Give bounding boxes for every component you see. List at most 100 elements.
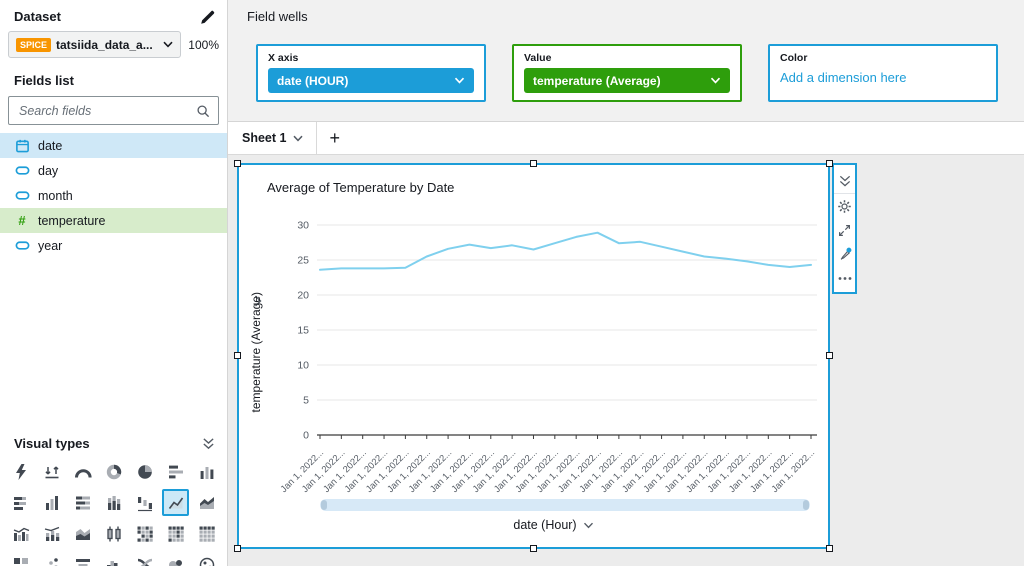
visual-type-combo-stacked-bar-icon[interactable] bbox=[38, 520, 65, 547]
x-axis-scrollbar[interactable] bbox=[320, 499, 810, 511]
well-label: Value bbox=[524, 52, 552, 64]
fields-list-label: Fields list bbox=[14, 73, 74, 88]
collapse-visual-types-button[interactable] bbox=[202, 437, 215, 450]
dimension-icon bbox=[14, 238, 30, 253]
x-axis-title[interactable]: date (Hour) bbox=[239, 518, 828, 532]
svg-text:20: 20 bbox=[297, 290, 309, 302]
visual-type-horizontal-stacked-bar-icon[interactable] bbox=[7, 489, 34, 516]
visual-type-funnel-icon[interactable] bbox=[69, 551, 96, 566]
visual-type-vertical-grouped-bar-icon[interactable] bbox=[38, 489, 65, 516]
visual-type-area-chart-icon[interactable] bbox=[193, 489, 220, 516]
search-fields-input[interactable] bbox=[17, 102, 196, 119]
chevron-down-icon bbox=[583, 522, 594, 529]
visual-type-geospatial-map-icon[interactable] bbox=[193, 551, 220, 566]
dataset-name: tatsiida_data_a... bbox=[56, 37, 153, 52]
tab-sheet-1[interactable]: Sheet 1 bbox=[228, 122, 318, 154]
resize-handle[interactable] bbox=[234, 160, 241, 167]
visual-more-options-button[interactable] bbox=[834, 266, 855, 290]
visual-type-word-cloud-icon[interactable] bbox=[162, 551, 189, 566]
visual-type-box-plot-icon[interactable] bbox=[100, 520, 127, 547]
well-label: Color bbox=[780, 52, 808, 64]
chevron-down-icon bbox=[454, 77, 465, 84]
field-item-day[interactable]: day bbox=[0, 158, 227, 183]
chevron-down-icon bbox=[163, 41, 173, 48]
line-chart-visual[interactable]: Average of Temperature by Date temperatu… bbox=[234, 160, 833, 552]
field-label: month bbox=[38, 188, 73, 203]
search-icon bbox=[196, 104, 210, 118]
pill-label: date (HOUR) bbox=[277, 73, 349, 88]
svg-text:30: 30 bbox=[297, 220, 309, 232]
double-chevron-down-icon bbox=[202, 437, 215, 450]
field-item-date[interactable]: date bbox=[0, 133, 227, 158]
maximize-visual-button[interactable] bbox=[834, 218, 855, 242]
visual-type-kpi-icon[interactable] bbox=[38, 458, 65, 485]
fields-list: date day month # temperature year bbox=[0, 133, 227, 258]
maximize-icon bbox=[838, 224, 851, 237]
visual-type-donut-chart-icon[interactable] bbox=[100, 458, 127, 485]
well-label: X axis bbox=[268, 52, 299, 64]
visual-type-waterfall-icon[interactable] bbox=[131, 489, 158, 516]
visual-type-sankey-icon[interactable] bbox=[131, 551, 158, 566]
value-field-pill[interactable]: temperature (Average) bbox=[524, 68, 730, 93]
chevron-down-icon bbox=[710, 77, 721, 84]
spice-badge: SPICE bbox=[16, 37, 52, 52]
visual-type-table-icon[interactable] bbox=[193, 520, 220, 547]
svg-text:5: 5 bbox=[303, 395, 309, 407]
resize-handle[interactable] bbox=[826, 160, 833, 167]
visual-type-auto-graph-icon[interactable] bbox=[7, 458, 34, 485]
field-wells-bar: Field wells X axis date (HOUR) Value temper… bbox=[228, 0, 1024, 122]
visual-type-histogram-icon[interactable] bbox=[100, 551, 127, 566]
visual-type-heat-map-icon[interactable] bbox=[131, 520, 158, 547]
visual-type-vertical-bar-icon[interactable] bbox=[193, 458, 220, 485]
resize-handle[interactable] bbox=[234, 352, 241, 359]
visual-type-horizontal-stacked-100-bar-icon[interactable] bbox=[69, 489, 96, 516]
resize-handle[interactable] bbox=[234, 545, 241, 552]
visual-toolbar bbox=[832, 163, 857, 294]
collapse-y-axis-chevron[interactable] bbox=[254, 295, 262, 307]
ellipsis-icon bbox=[838, 276, 852, 281]
field-item-month[interactable]: month bbox=[0, 183, 227, 208]
resize-handle[interactable] bbox=[826, 352, 833, 359]
visual-types-grid bbox=[5, 456, 224, 566]
add-dimension-link[interactable]: Add a dimension here bbox=[780, 70, 907, 85]
visual-type-stacked-area-icon[interactable] bbox=[69, 520, 96, 547]
edit-dataset-button[interactable] bbox=[199, 8, 215, 24]
collapse-visual-menu-button[interactable] bbox=[834, 167, 855, 194]
dataset-label: Dataset bbox=[14, 8, 61, 24]
visual-settings-button[interactable] bbox=[834, 194, 855, 218]
dimension-icon bbox=[14, 188, 30, 203]
field-label: day bbox=[38, 163, 59, 178]
dataset-selector[interactable]: SPICE tatsiida_data_a... bbox=[8, 31, 182, 58]
visual-type-vertical-stacked-bar-icon[interactable] bbox=[100, 489, 127, 516]
resize-handle[interactable] bbox=[529, 160, 537, 167]
visual-types-label: Visual types bbox=[14, 436, 90, 451]
gear-icon bbox=[837, 199, 852, 214]
resize-handle[interactable] bbox=[826, 545, 833, 552]
resize-handle[interactable] bbox=[529, 545, 537, 552]
visual-type-pie-chart-icon[interactable] bbox=[131, 458, 158, 485]
hash-icon: # bbox=[18, 213, 26, 228]
chevron-down-icon bbox=[293, 135, 304, 142]
visual-type-combo-clustered-bar-icon[interactable] bbox=[7, 520, 34, 547]
visual-type-scatter-plot-icon[interactable] bbox=[38, 551, 65, 566]
well-x-axis: X axis date (HOUR) bbox=[256, 44, 486, 102]
pencil-icon bbox=[199, 8, 215, 24]
field-item-year[interactable]: year bbox=[0, 233, 227, 258]
sheet-tab-label: Sheet 1 bbox=[242, 131, 287, 145]
visual-type-gauge-icon[interactable] bbox=[69, 458, 96, 485]
visual-type-insights-icon[interactable] bbox=[7, 551, 34, 566]
chevron-right-icon bbox=[254, 295, 262, 307]
add-sheet-button[interactable]: + bbox=[329, 127, 340, 148]
x-axis-field-pill[interactable]: date (HOUR) bbox=[268, 68, 474, 93]
visual-type-pivot-table-icon[interactable] bbox=[162, 520, 189, 547]
well-color: Color Add a dimension here bbox=[768, 44, 998, 102]
field-item-temperature[interactable]: # temperature bbox=[0, 208, 227, 233]
visual-type-line-chart-icon[interactable] bbox=[162, 489, 189, 516]
pill-label: temperature (Average) bbox=[533, 73, 661, 88]
double-chevron-down-icon bbox=[838, 174, 852, 187]
visual-type-horizontal-bar-icon[interactable] bbox=[162, 458, 189, 485]
svg-text:10: 10 bbox=[297, 360, 309, 372]
format-visual-button[interactable] bbox=[834, 242, 855, 266]
sheet-canvas: Average of Temperature by Date temperatu… bbox=[228, 155, 1024, 566]
